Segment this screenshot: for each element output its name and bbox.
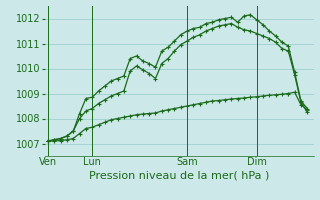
X-axis label: Pression niveau de la mer( hPa ): Pression niveau de la mer( hPa ): [89, 170, 269, 180]
